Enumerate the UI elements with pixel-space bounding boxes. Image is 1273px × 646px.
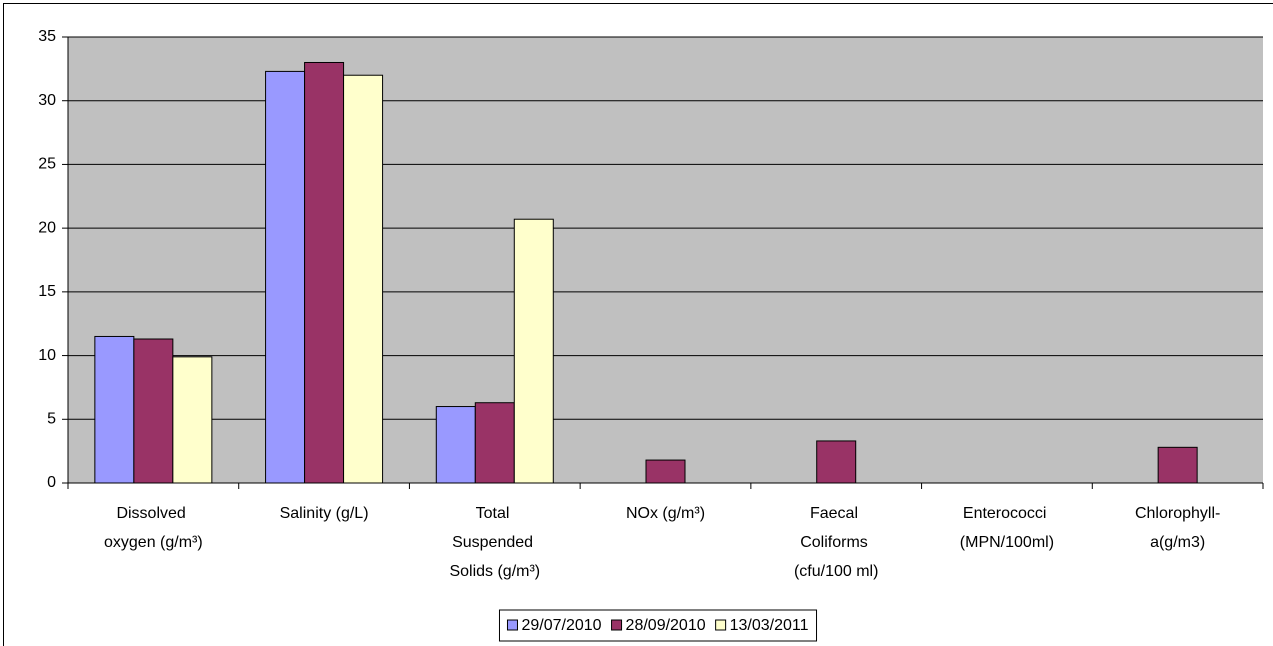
x-tick-label: Chlorophyll-a(g/m3) <box>1135 505 1220 551</box>
plot-area <box>68 37 1263 483</box>
x-tick-label: Salinity (g/L) <box>280 505 369 522</box>
y-tick-label: 10 <box>38 347 56 364</box>
x-tick-label: Dissolved oxygen (g/m³) <box>104 505 203 551</box>
y-tick-label: 5 <box>47 411 56 428</box>
x-tick-label: Enterococci (MPN/100ml) <box>960 505 1054 551</box>
y-tick-label: 20 <box>38 219 56 236</box>
legend-swatch <box>506 619 518 631</box>
bar <box>343 74 384 484</box>
bar <box>816 440 857 484</box>
legend: 29/07/2010 28/09/2010 13/03/2011 <box>498 609 818 642</box>
bar <box>304 61 345 484</box>
y-tick-label: 35 <box>38 28 56 45</box>
x-tick-label: Faecal Coliforms (cfu/100 ml) <box>794 505 878 580</box>
bar <box>1157 446 1198 484</box>
bar <box>94 335 135 484</box>
x-tick-label: NOx (g/m³) <box>626 505 705 522</box>
x-tick-label: Total Suspended Solids (g/m³) <box>449 505 540 580</box>
bar <box>133 338 174 484</box>
bar <box>474 402 515 484</box>
legend-label: 28/09/2010 <box>626 617 706 634</box>
y-tick-label: 15 <box>38 283 56 300</box>
bar <box>172 356 213 484</box>
bar <box>265 70 306 484</box>
y-tick-label: 25 <box>38 156 56 173</box>
y-tick-label: 0 <box>47 474 56 491</box>
legend-label: 29/07/2010 <box>521 617 601 634</box>
legend-swatch <box>715 619 727 631</box>
legend-box <box>498 609 818 642</box>
bar <box>645 459 686 484</box>
legend-label: 13/03/2011 <box>730 617 809 634</box>
y-tick-label: 30 <box>38 92 56 109</box>
legend-swatch <box>611 619 623 631</box>
bar <box>513 218 554 484</box>
bar <box>435 406 476 484</box>
